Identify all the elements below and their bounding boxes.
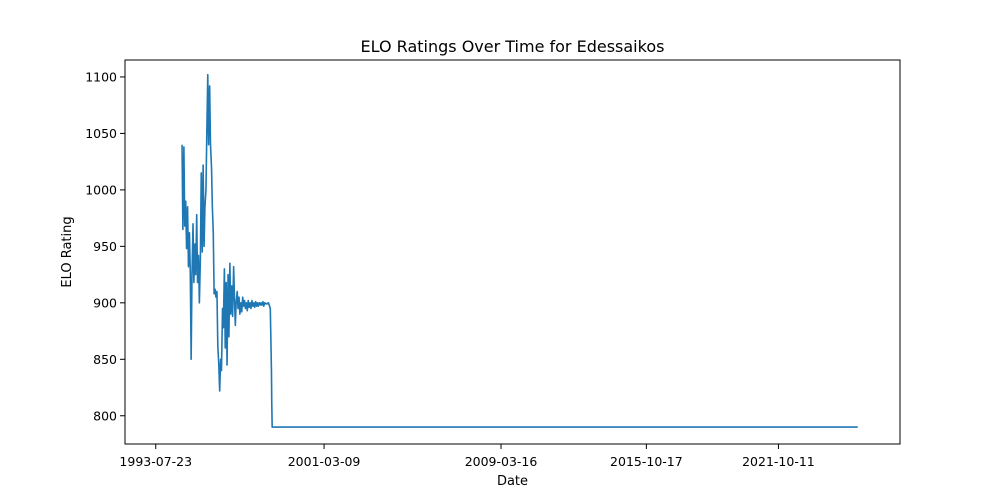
chart-title: ELO Ratings Over Time for Edessaikos: [361, 37, 665, 56]
y-tick-label: 1100: [85, 69, 117, 84]
series-line-0: [181, 73, 858, 428]
x-axis-label: Date: [497, 474, 528, 489]
series-layer: [181, 73, 858, 428]
y-tick-label: 1000: [85, 182, 117, 197]
x-tick-label: 2009-03-16: [465, 454, 538, 469]
y-tick-label: 900: [93, 295, 117, 310]
x-tick-label: 1993-07-23: [119, 454, 192, 469]
y-axis-label: ELO Rating: [60, 216, 75, 287]
x-axis-ticks: 1993-07-23 2001-03-09 2009-03-16 2015-10-17…: [119, 444, 815, 469]
y-axis-ticks: 800 850 900 950 1000 1050 1100: [85, 69, 125, 423]
plot-area-frame: [124, 59, 901, 445]
x-tick-label: 2015-10-17: [610, 454, 683, 469]
y-tick-label: 850: [93, 352, 117, 367]
x-tick-label: 2001-03-09: [288, 454, 361, 469]
y-tick-label: 800: [93, 408, 117, 423]
x-tick-label: 2021-10-11: [742, 454, 815, 469]
y-tick-label: 1050: [85, 126, 117, 141]
y-tick-label: 950: [93, 239, 117, 254]
